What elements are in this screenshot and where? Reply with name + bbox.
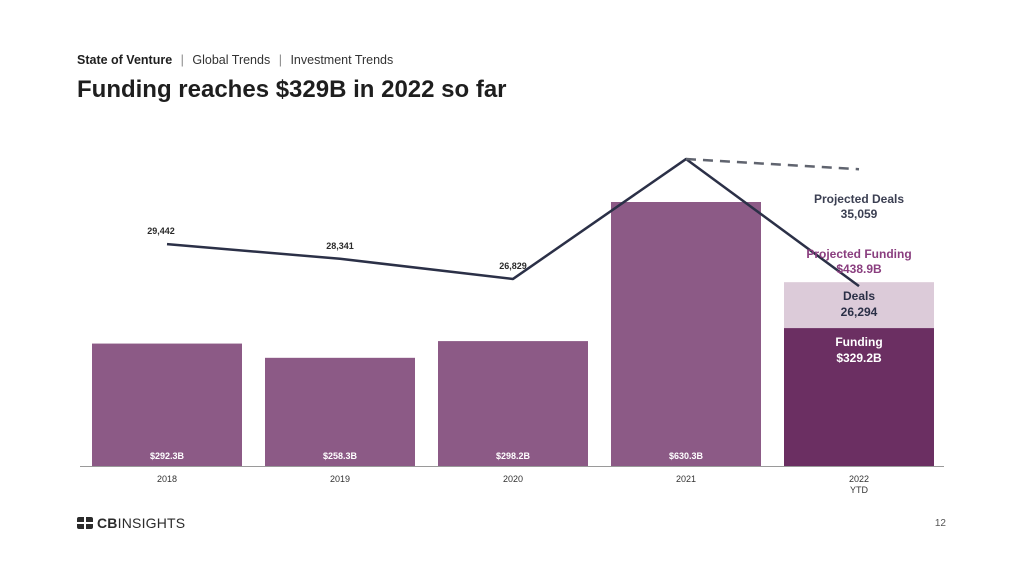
funding-bar xyxy=(784,328,934,466)
projected-funding-title: Projected Funding xyxy=(806,247,911,261)
breadcrumb-item-investment-trends: Investment Trends xyxy=(290,53,394,67)
x-tick-label: 2021 xyxy=(676,474,696,484)
projected-deals-title: Projected Deals xyxy=(814,192,904,206)
funding-bar xyxy=(438,341,588,466)
deals-annotation-title: Deals xyxy=(843,289,875,303)
x-tick-label: 2019 xyxy=(330,474,350,484)
projected-funding-value: $438.9B xyxy=(836,262,882,276)
cb-insights-logo-icon xyxy=(77,517,93,529)
funding-bar-label: $630.3B xyxy=(669,451,704,461)
logo-text-rest: INSIGHTS xyxy=(117,515,186,531)
funding-bar-label: $258.3B xyxy=(323,451,358,461)
deals-annotation-value: 26,294 xyxy=(841,305,878,319)
x-tick-label: 2018 xyxy=(157,474,177,484)
deals-line xyxy=(166,157,860,288)
funding-bar-label: $292.3B xyxy=(150,451,185,461)
projected-deals-line xyxy=(685,157,860,171)
funding-bar-label: $298.2B xyxy=(496,451,531,461)
funding-bar xyxy=(265,357,415,466)
breadcrumb-item-global-trends: Global Trends xyxy=(192,53,271,67)
deals-point-label: 28,341 xyxy=(326,241,354,251)
funding-bar xyxy=(611,202,761,466)
funding-annotation-value: $329.2B xyxy=(836,351,882,365)
logo-text-bold: CB xyxy=(97,515,118,531)
deals-point-label: 35,821 xyxy=(672,143,700,153)
page-number: 12 xyxy=(934,518,946,529)
deals-point-label: 29,442 xyxy=(147,226,175,236)
x-tick-label: 2020 xyxy=(503,474,523,484)
deals-point-label: 26,829 xyxy=(499,261,527,271)
projected-deals-value: 35,059 xyxy=(841,207,878,221)
cb-insights-logo: CBINSIGHTS xyxy=(77,515,185,531)
breadcrumb-separator: | xyxy=(278,53,282,67)
breadcrumb-separator: | xyxy=(180,53,184,67)
funding-annotation-title: Funding xyxy=(835,335,882,349)
breadcrumb: State of Venture | Global Trends | Inves… xyxy=(77,53,393,67)
page-title: Funding reaches $329B in 2022 so far xyxy=(77,76,507,103)
x-tick-label: 2022 xyxy=(849,474,869,484)
breadcrumb-main: State of Venture xyxy=(77,53,173,67)
funding-bar xyxy=(92,343,242,466)
x-tick-label: YTD xyxy=(850,485,869,495)
logo-text: CBINSIGHTS xyxy=(97,515,185,531)
